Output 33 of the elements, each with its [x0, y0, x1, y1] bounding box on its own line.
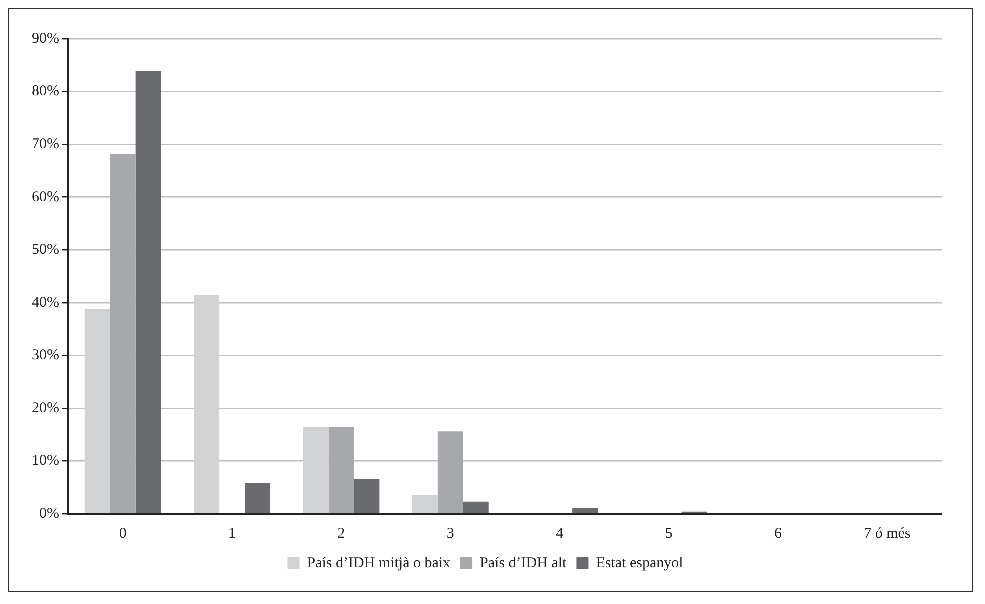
- y-tick-label: 80%: [32, 84, 60, 100]
- bar: [136, 71, 162, 514]
- x-tick-label: 4: [556, 526, 564, 542]
- bar: [438, 432, 464, 514]
- bar: [463, 502, 489, 514]
- legend-label: Estat espanyol: [596, 555, 684, 572]
- bar: [245, 483, 270, 514]
- x-tick-label: 7 ó més: [864, 526, 911, 542]
- legend-label: País d’IDH alt: [480, 555, 568, 572]
- x-tick-label: 5: [665, 526, 673, 542]
- y-tick-label: 90%: [32, 30, 60, 47]
- bar: [328, 427, 354, 514]
- bar: [84, 309, 110, 514]
- x-tick-label: 0: [119, 526, 127, 542]
- bar: [303, 427, 329, 514]
- y-tick-label: 50%: [32, 242, 60, 258]
- bar: [110, 154, 136, 514]
- bar: [412, 496, 438, 514]
- y-tick-label: 30%: [32, 348, 60, 364]
- x-tick-label: 6: [774, 526, 782, 542]
- bar: [354, 479, 380, 514]
- y-tick-label: 40%: [32, 294, 60, 311]
- bar: [572, 508, 598, 514]
- x-tick-label: 3: [446, 526, 454, 542]
- x-tick-label: 2: [338, 526, 346, 542]
- x-tick-label: 1: [228, 526, 236, 542]
- y-tick-label: 20%: [32, 400, 60, 416]
- y-tick-label: 10%: [32, 453, 60, 470]
- legend-label: País d’IDH mitjà o baix: [307, 555, 452, 572]
- bar: [194, 294, 220, 514]
- y-tick-label: 0%: [39, 506, 60, 522]
- y-tick-label: 70%: [32, 136, 60, 152]
- y-tick-label: 60%: [32, 189, 60, 206]
